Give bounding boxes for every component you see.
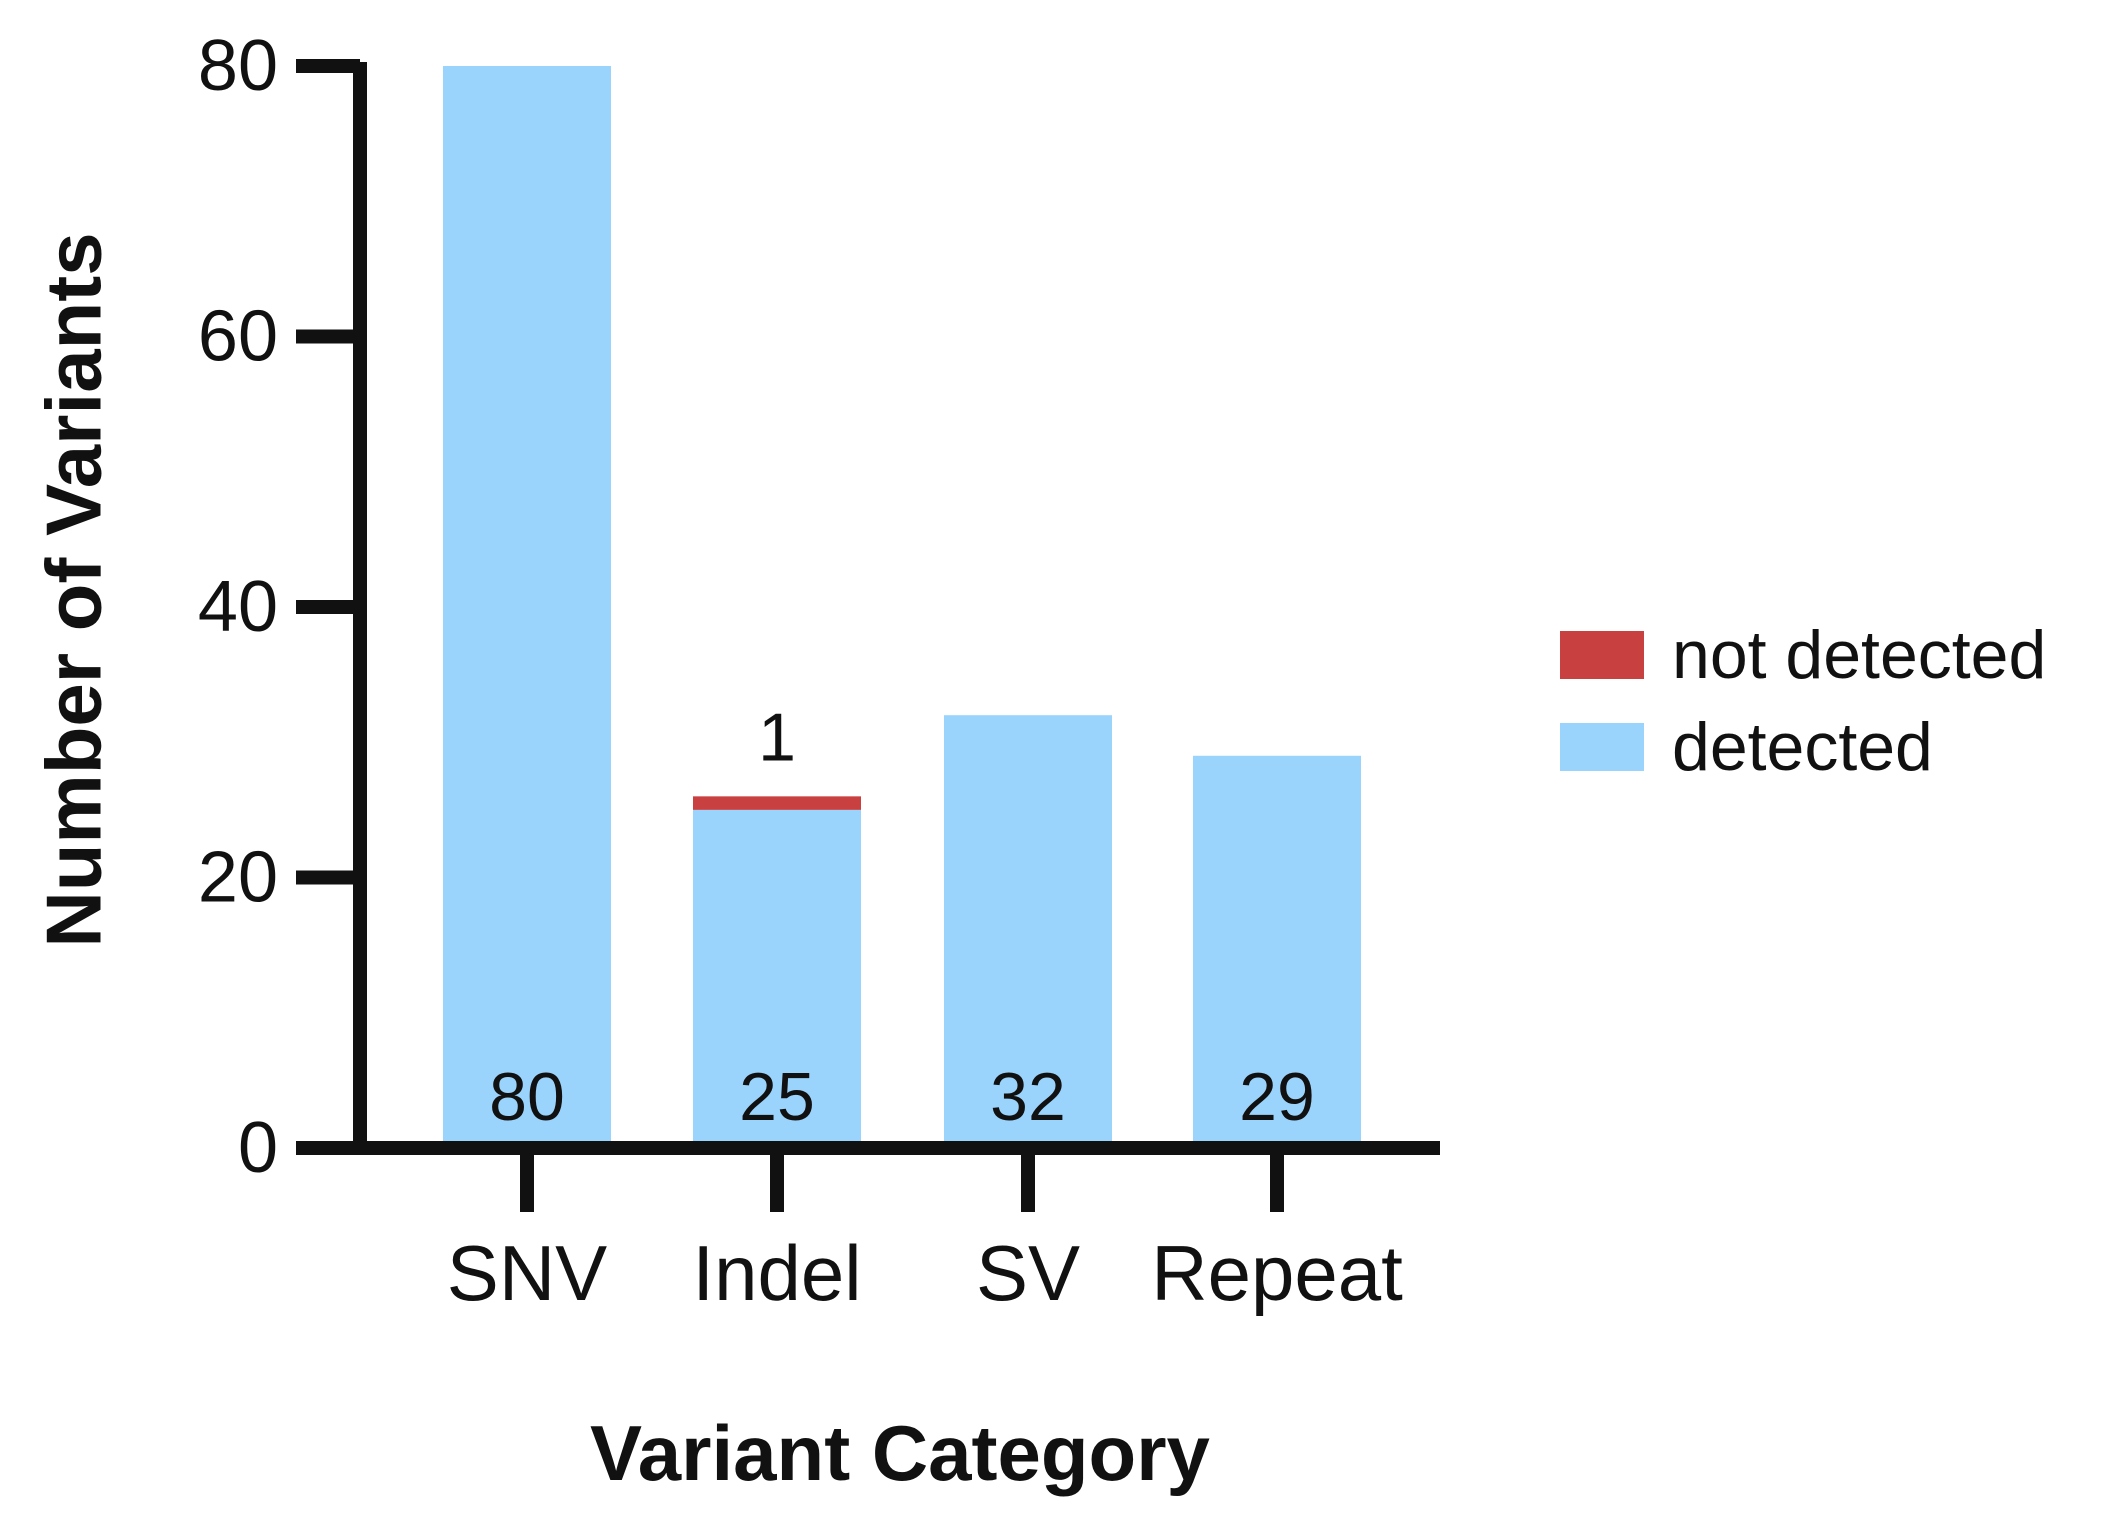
y-axis-title: Number of Variants xyxy=(30,232,118,947)
legend-label-detected: detected xyxy=(1672,709,1933,785)
x-tick-label-sv: SV xyxy=(976,1229,1080,1317)
y-tick-label-60: 60 xyxy=(198,297,278,377)
bar-label-detected-snv: 80 xyxy=(489,1059,565,1135)
bar-label-detected-indel: 25 xyxy=(739,1059,815,1135)
legend-swatch-not-detected xyxy=(1560,631,1644,679)
bar-detected-sv xyxy=(944,715,1112,1148)
x-tick-label-snv: SNV xyxy=(447,1229,607,1317)
y-tick-label-0: 0 xyxy=(238,1108,278,1188)
bar-labels-layer: 80 25 1 32 29 xyxy=(489,699,1315,1135)
y-tick-label-80: 80 xyxy=(198,26,278,106)
ticks-layer: 0 20 40 60 80 SNV Indel SV Repeat xyxy=(198,26,1403,1317)
bar-label-detected-repeat: 29 xyxy=(1239,1059,1315,1135)
x-tick-label-indel: Indel xyxy=(692,1229,861,1317)
legend: not detected detected xyxy=(1560,617,2046,785)
bar-detected-indel xyxy=(693,809,861,1148)
x-tick-label-repeat: Repeat xyxy=(1151,1229,1403,1317)
bar-not-detected-indel xyxy=(693,796,861,810)
bar-detected-repeat xyxy=(1193,755,1361,1148)
bars-layer xyxy=(443,66,1361,1148)
bar-label-detected-sv: 32 xyxy=(990,1059,1066,1135)
y-tick-label-20: 20 xyxy=(198,838,278,918)
x-axis-title: Variant Category xyxy=(590,1409,1210,1497)
y-tick-label-40: 40 xyxy=(198,567,278,647)
bar-detected-snv xyxy=(443,66,611,1148)
legend-label-not-detected: not detected xyxy=(1672,617,2046,693)
legend-swatch-detected xyxy=(1560,723,1644,771)
bar-label-not-detected-indel: 1 xyxy=(758,699,796,775)
